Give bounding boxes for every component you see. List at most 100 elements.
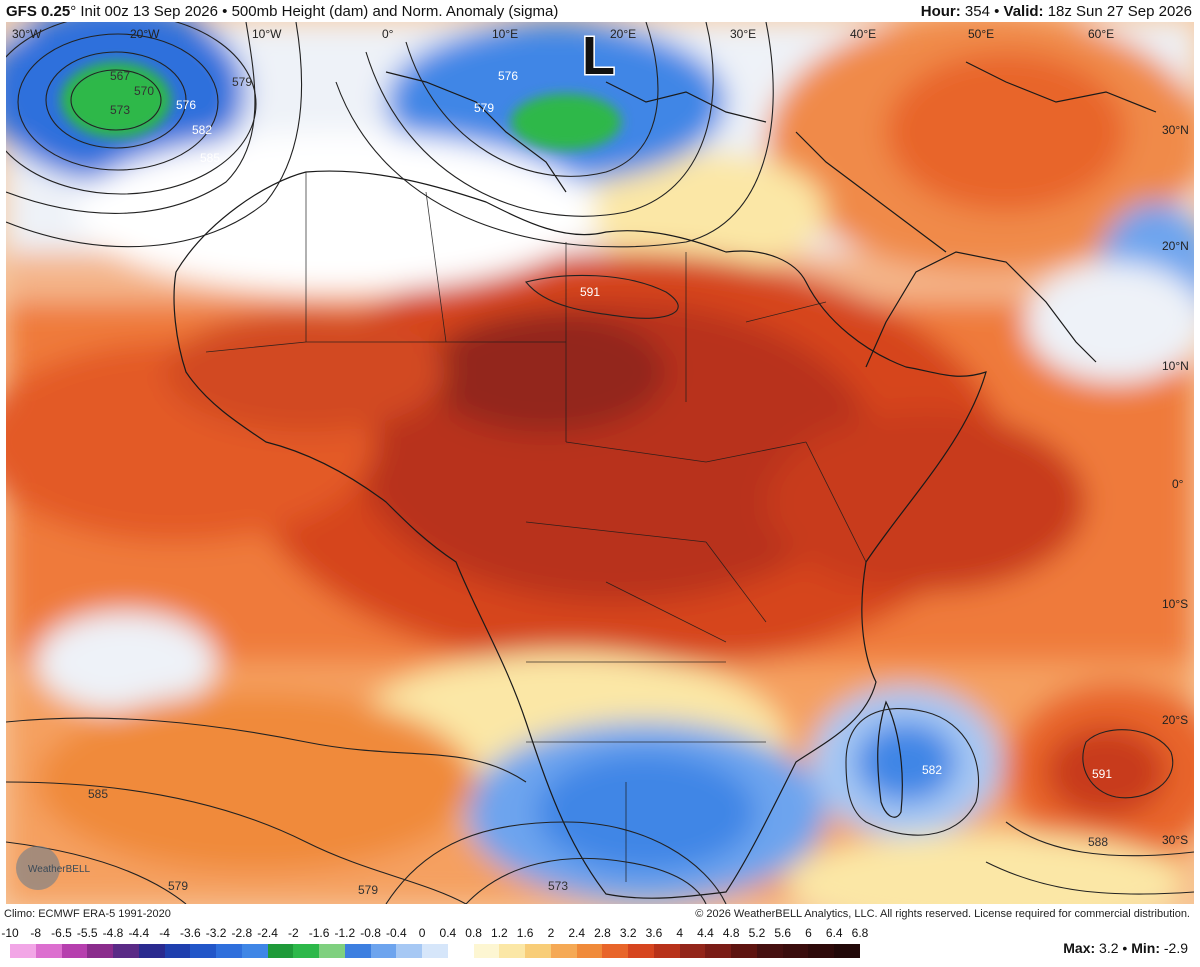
scale-tick-label: 0.8 — [465, 926, 482, 940]
svg-text:L: L — [582, 26, 615, 86]
scale-swatch — [87, 944, 113, 958]
lon-label: 50°E — [968, 27, 994, 41]
contour-label: 573 — [110, 103, 130, 117]
scale-swatch — [782, 944, 809, 958]
anomaly-map: 30°W 20°W 10°W 0° 10°E 20°E 30°E 40°E 50… — [6, 22, 1194, 904]
scale-tick-label: -0.8 — [360, 926, 381, 940]
scale-tick-label: 6.8 — [851, 926, 869, 940]
scale-tick-label: 6 — [805, 926, 812, 940]
contour-label: 591 — [1092, 767, 1112, 781]
scale-swatch — [164, 944, 191, 958]
scale-tick-label: -1.2 — [334, 926, 356, 940]
contour-label: 588 — [1088, 835, 1108, 849]
lat-label: 20°S — [1162, 713, 1188, 727]
scale-tick-label: 0.4 — [439, 926, 457, 940]
scale-tick-label: 4 — [676, 926, 684, 940]
scale-tick-label: 1.2 — [491, 926, 508, 940]
scale-swatch — [319, 944, 345, 958]
valid-label: Valid: — [1003, 3, 1044, 20]
scale-swatch — [138, 944, 165, 958]
hour-label: Hour: — [920, 3, 961, 20]
scale-tick-label: -2.4 — [257, 926, 278, 940]
contour-label: 573 — [548, 879, 568, 893]
scale-swatch — [216, 944, 242, 958]
scale-tick-label: 6.4 — [825, 926, 843, 940]
scale-swatch — [396, 944, 422, 958]
scale-swatch — [61, 944, 88, 958]
latitude-labels: 30°N 20°N 10°N 0° 10°S 20°S 30°S — [1162, 123, 1189, 847]
scale-tick-label: 3.2 — [619, 926, 637, 940]
contour-label: 579 — [168, 879, 188, 893]
scale-swatch — [473, 944, 500, 958]
scale-tick-label: -8 — [30, 926, 42, 940]
contour-label: 576 — [176, 98, 196, 112]
min-label: Min: — [1131, 940, 1160, 956]
color-scale: -10 -8 -6.5 -5.5 -4.8 -4.4 -4 -3.6 -3.2 -2.8 -2.4-… — [0, 924, 1200, 967]
scale-tick-label: 2.8 — [594, 926, 611, 940]
contour-label: 570 — [134, 84, 154, 98]
scale-tick-label: -1.6 — [308, 926, 330, 940]
scale-tick-label: -6.5 — [51, 926, 72, 940]
degree-sign: ° — [70, 3, 77, 20]
weatherbell-logo: WeatherBELL — [16, 846, 91, 890]
map-header: GFS 0.25° Init 00z 13 Sep 2026 • 500mb H… — [0, 0, 1200, 22]
header-left: GFS 0.25° Init 00z 13 Sep 2026 • 500mb H… — [6, 3, 558, 20]
scale-swatch — [499, 944, 525, 958]
scale-swatch — [731, 944, 757, 958]
scale-tick-label: -2.8 — [231, 926, 253, 940]
contour-label: 579 — [358, 883, 378, 897]
model-name: GFS 0.25 — [6, 3, 71, 20]
bullet: • — [217, 3, 232, 20]
svg-text:WeatherBELL: WeatherBELL — [28, 864, 91, 875]
lat-label: 10°S — [1162, 597, 1188, 611]
lon-label: 40°E — [850, 27, 876, 41]
scale-tick-label: -5.5 — [76, 926, 98, 940]
scale-swatch — [653, 944, 680, 958]
scale-swatch — [344, 944, 371, 958]
scale-swatch — [422, 944, 448, 958]
contour-label: 579 — [232, 75, 252, 89]
contour-label: 582 — [192, 123, 212, 137]
scale-swatch — [10, 944, 36, 958]
scale-swatch — [190, 944, 216, 958]
scale-swatch — [293, 944, 319, 958]
lon-label: 20°E — [610, 27, 636, 41]
lat-label: 20°N — [1162, 239, 1189, 253]
contour-label: 579 — [474, 101, 494, 115]
scale-swatch — [447, 944, 474, 958]
scale-swatch — [113, 944, 139, 958]
lon-label: 30°E — [730, 27, 756, 41]
scale-tick-label: 4.8 — [722, 926, 740, 940]
contour-labels: 567 570 573 576 579 582 585 576 579 591 … — [88, 69, 1112, 897]
scale-tick-label: -0.4 — [386, 926, 407, 940]
max-min: Max: 3.2 • Min: -2.9 — [1063, 940, 1188, 956]
contour-label: 591 — [580, 285, 600, 299]
scale-swatch — [241, 944, 268, 958]
scale-swatch — [370, 944, 397, 958]
lon-label: 30°W — [12, 27, 42, 41]
low-pressure-marker: L — [581, 25, 617, 88]
lon-label: 0° — [382, 27, 394, 41]
lon-label: 10°E — [492, 27, 518, 41]
scale-tick-label: 5.2 — [748, 926, 766, 940]
header-right: Hour: 354 • Valid: 18z Sun 27 Sep 2026 — [921, 3, 1192, 20]
scale-swatch — [550, 944, 577, 958]
copyright: © 2026 WeatherBELL Analytics, LLC. All r… — [695, 908, 1190, 920]
scale-swatch — [834, 944, 860, 958]
scale-tick-label: 0 — [418, 926, 426, 940]
scale-tick-label: 3.6 — [645, 926, 663, 940]
scale-swatch — [267, 944, 294, 958]
lat-label: 30°S — [1162, 833, 1188, 847]
scale-swatch — [808, 944, 834, 958]
scale-ticks: -10 -8 -6.5 -5.5 -4.8 -4.4 -4 -3.6 -3.2 -2.8 -2.4-… — [0, 926, 870, 942]
lon-label: 10°W — [252, 27, 282, 41]
anomaly-field — [6, 22, 1194, 904]
scale-swatch — [628, 944, 654, 958]
scale-swatch — [35, 944, 62, 958]
scale-swatch — [576, 944, 603, 958]
coastlines — [173, 61, 1157, 899]
scale-tick-label: -3.2 — [205, 926, 227, 940]
scale-swatch — [679, 944, 706, 958]
lat-label: 10°N — [1162, 359, 1189, 373]
scale-tick-label: 2 — [547, 926, 555, 940]
